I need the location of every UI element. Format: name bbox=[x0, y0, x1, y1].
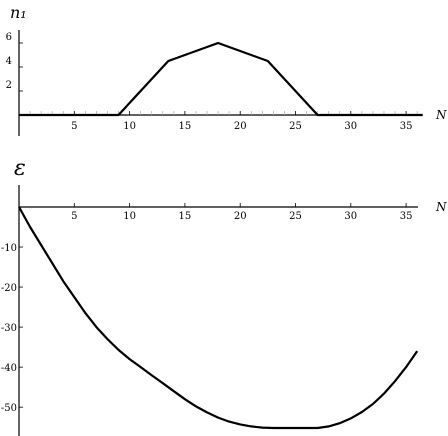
y-tick-label: -20 bbox=[1, 283, 17, 294]
y-tick-label: 2 bbox=[6, 80, 12, 91]
y-tick-label: 4 bbox=[6, 56, 12, 67]
y-tick-label: -40 bbox=[1, 363, 17, 374]
x-tick-label: 5 bbox=[71, 121, 77, 132]
series-line bbox=[18, 206, 419, 430]
y-axis-label: n₁ bbox=[10, 3, 27, 22]
x-tick-label: 35 bbox=[400, 211, 413, 222]
x-tick-label: 30 bbox=[344, 121, 357, 132]
chart-epsilon: 5 10 15 20 25 30 35 -10 -20 -30 -40 -50 ε N bbox=[1, 156, 447, 436]
x-tick-label: 5 bbox=[71, 211, 77, 222]
y-axis-label: ε bbox=[14, 156, 26, 181]
x-tick-label: 35 bbox=[400, 121, 413, 132]
x-tick-label: 30 bbox=[344, 211, 357, 222]
x-tick-label: 15 bbox=[179, 121, 192, 132]
y-tick-label: -30 bbox=[1, 323, 17, 334]
x-tick-label: 20 bbox=[234, 121, 247, 132]
x-axis-label: N bbox=[435, 200, 447, 214]
y-tick-label: 6 bbox=[6, 32, 12, 43]
chart-n1: 5 10 15 20 25 30 35 2 4 6 n₁ N bbox=[6, 3, 447, 136]
x-tick-label: 25 bbox=[289, 211, 302, 222]
series-line bbox=[19, 41, 423, 117]
x-tick-label: 10 bbox=[123, 121, 136, 132]
x-axis-label: N bbox=[435, 108, 447, 122]
y-tick-label: -50 bbox=[1, 403, 17, 414]
x-tick-label: 10 bbox=[123, 211, 136, 222]
x-tick-label: 20 bbox=[234, 211, 247, 222]
x-tick-label: 15 bbox=[179, 211, 192, 222]
y-tick-label: -10 bbox=[1, 243, 17, 254]
x-tick-label: 25 bbox=[289, 121, 302, 132]
